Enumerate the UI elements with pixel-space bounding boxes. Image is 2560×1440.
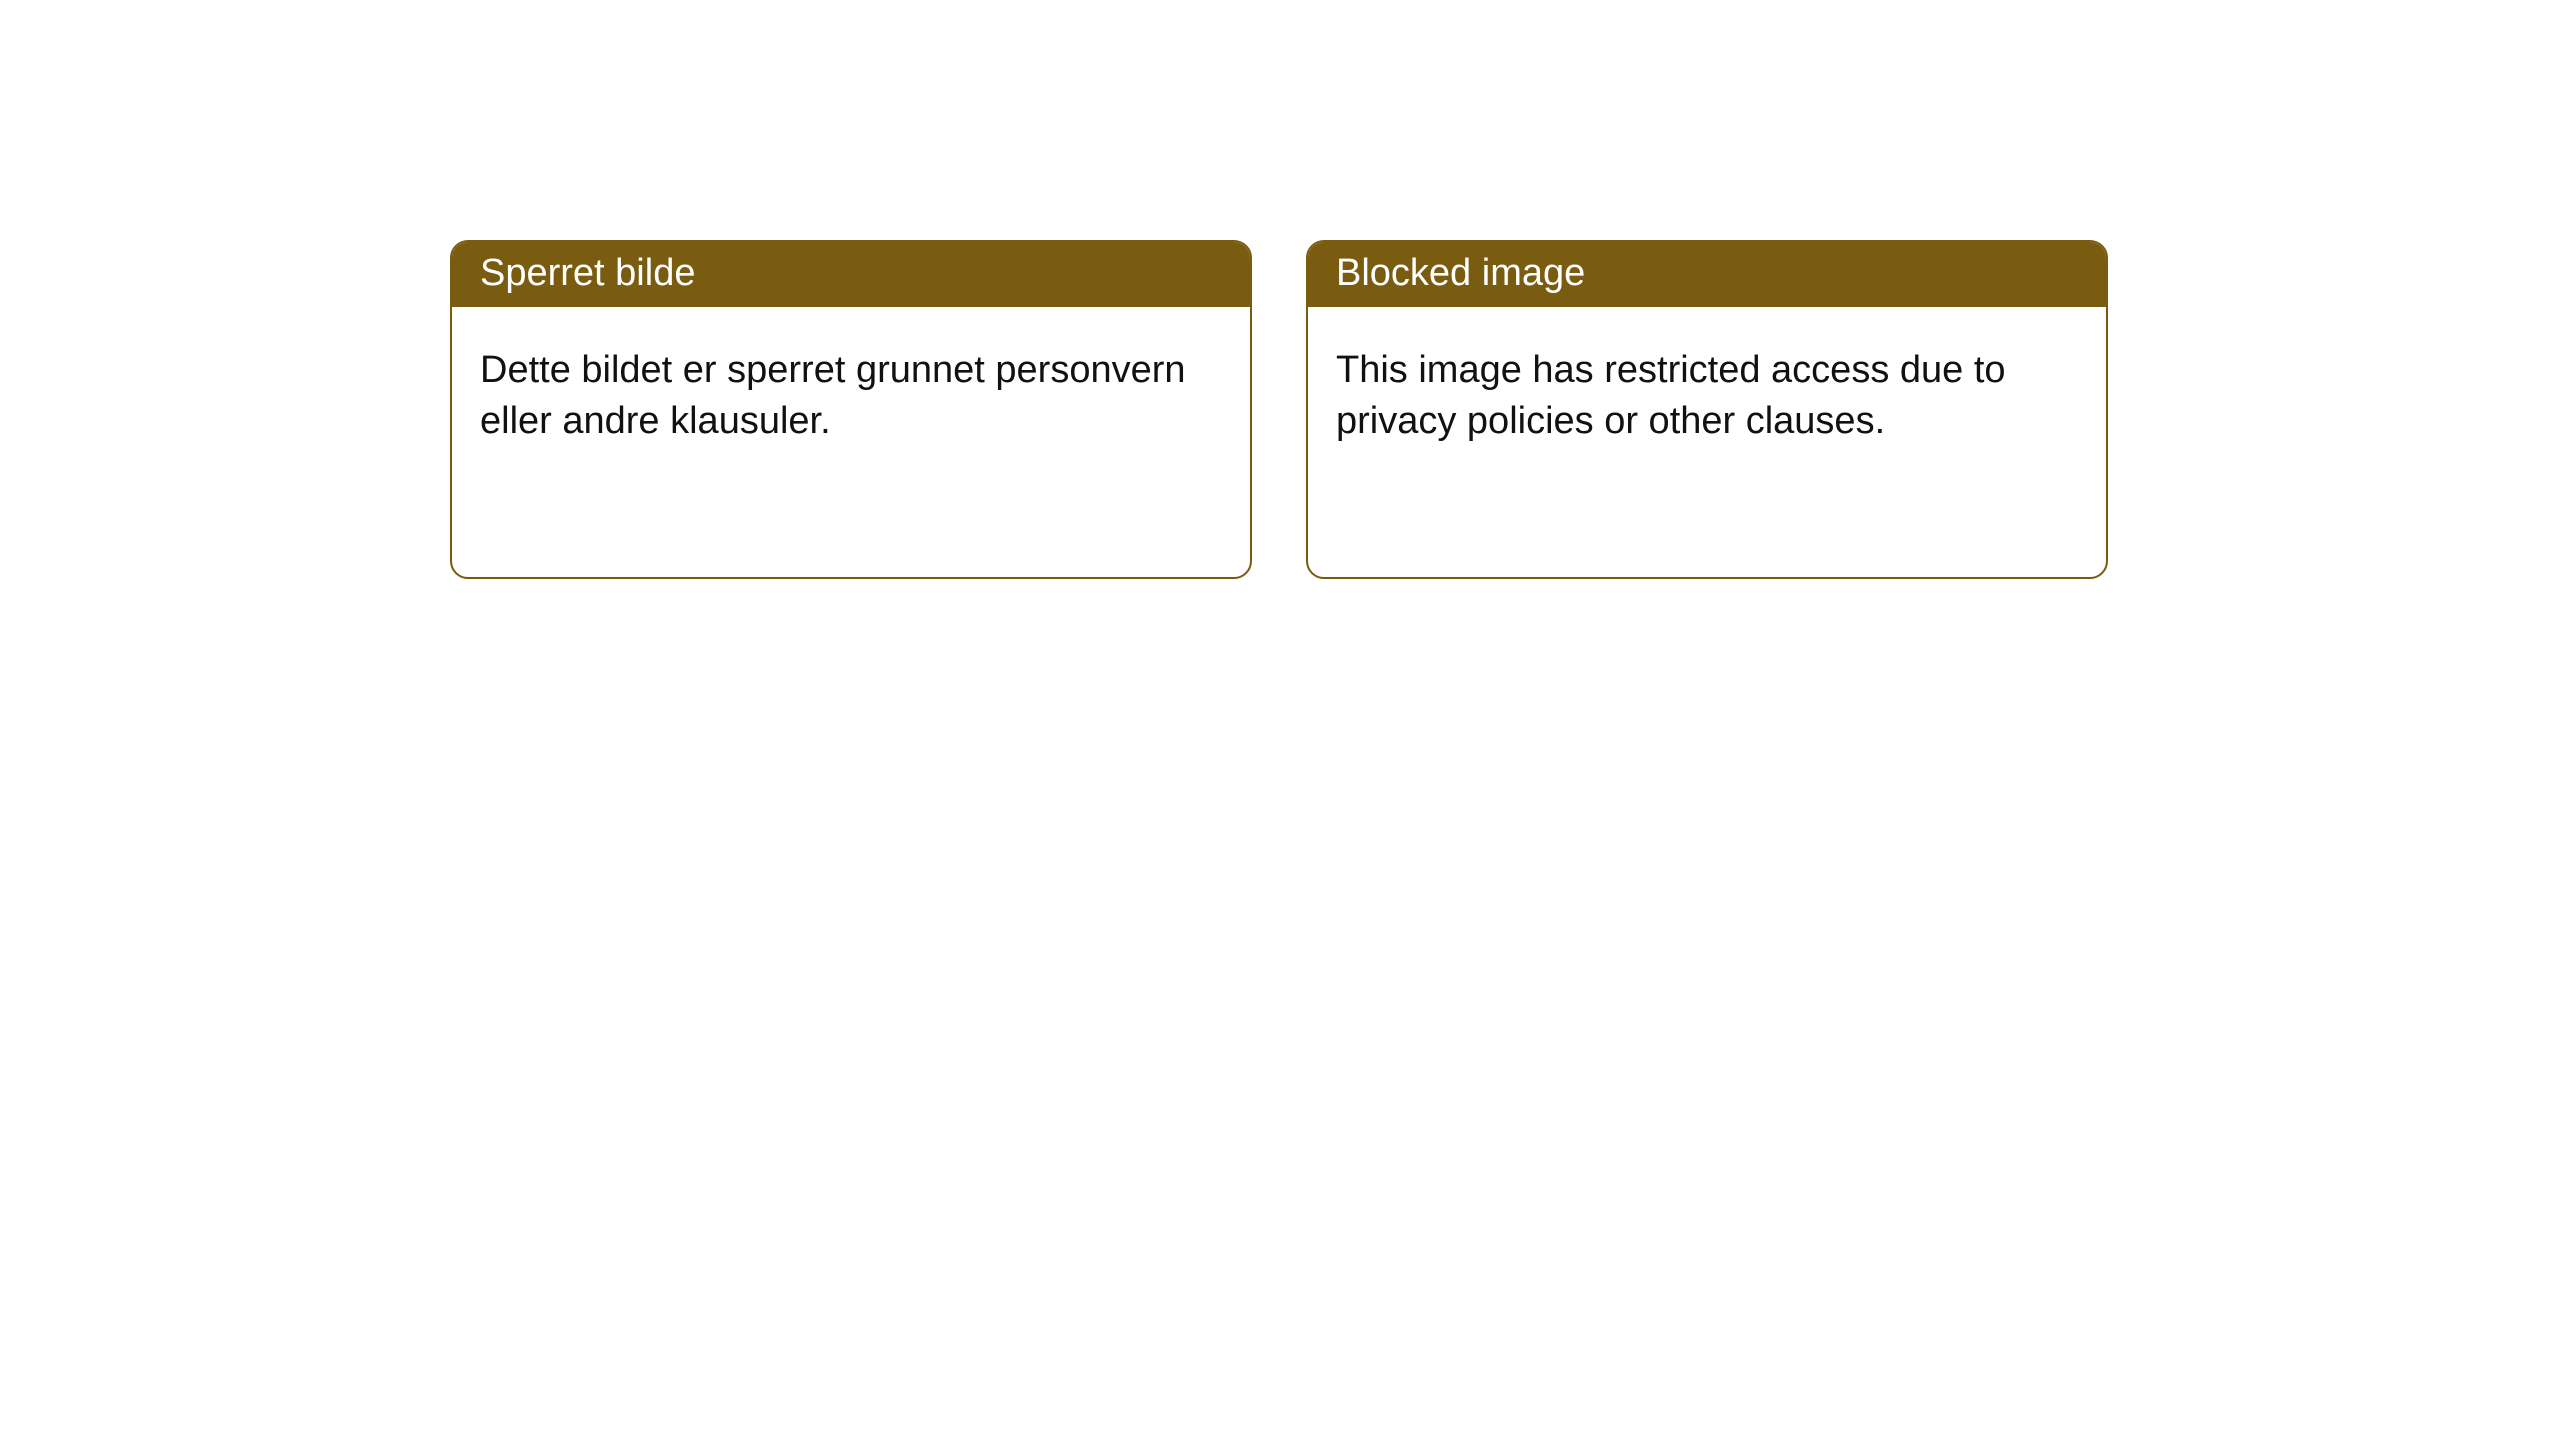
notice-card-norwegian: Sperret bilde Dette bildet er sperret gr… xyxy=(450,240,1252,579)
notice-card-english: Blocked image This image has restricted … xyxy=(1306,240,2108,579)
notice-card-body: This image has restricted access due to … xyxy=(1308,307,2106,577)
notice-card-text: Dette bildet er sperret grunnet personve… xyxy=(480,349,1186,442)
notice-card-body: Dette bildet er sperret grunnet personve… xyxy=(452,307,1250,577)
notice-card-title: Sperret bilde xyxy=(480,252,695,294)
notice-card-title: Blocked image xyxy=(1336,252,1585,294)
notice-cards-container: Sperret bilde Dette bildet er sperret gr… xyxy=(0,0,2560,579)
notice-card-text: This image has restricted access due to … xyxy=(1336,349,2006,442)
notice-card-header: Sperret bilde xyxy=(452,242,1250,307)
notice-card-header: Blocked image xyxy=(1308,242,2106,307)
